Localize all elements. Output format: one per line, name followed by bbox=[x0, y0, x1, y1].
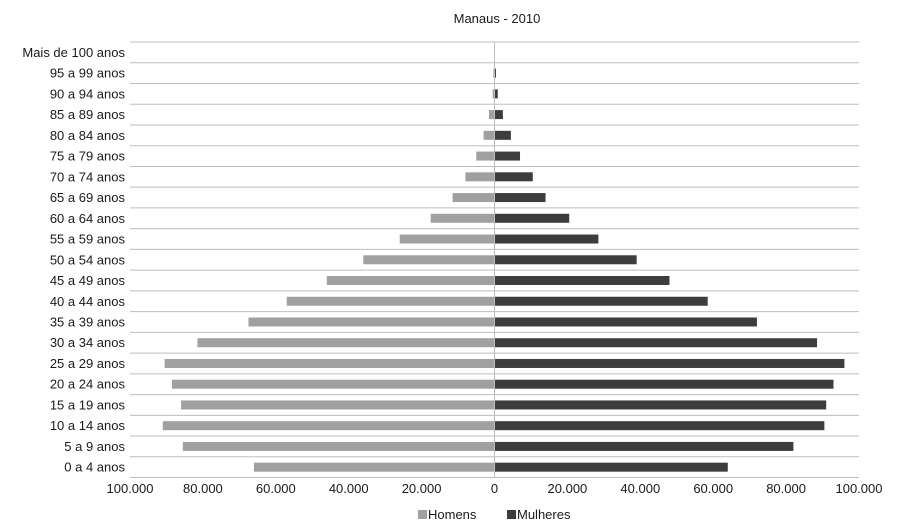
bar-homens-50-a-54-anos bbox=[363, 255, 495, 265]
y-tick-label: 25 a 29 anos bbox=[50, 356, 126, 371]
legend-label-mulheres: Mulheres bbox=[517, 507, 571, 521]
bar-homens-35-a-39-anos bbox=[248, 317, 495, 327]
bar-mulheres-25-a-29-anos bbox=[494, 358, 845, 368]
bar-mulheres-80-a-84-anos bbox=[494, 130, 511, 140]
bar-homens-95-a-99-anos bbox=[493, 68, 495, 78]
bar-homens-85-a-89-anos bbox=[489, 110, 495, 120]
y-tick-label: 0 a 4 anos bbox=[64, 460, 125, 475]
y-tick-label: 85 a 89 anos bbox=[50, 107, 126, 122]
bar-mulheres-90-a-94-anos bbox=[494, 89, 498, 99]
bar-mulheres-0-a-4-anos bbox=[494, 462, 728, 472]
bar-mulheres-55-a-59-anos bbox=[494, 234, 599, 244]
bar-homens-90-a-94-anos bbox=[492, 89, 495, 99]
bar-mulheres-50-a-54-anos bbox=[494, 255, 637, 265]
bar-homens-10-a-14-anos bbox=[162, 421, 495, 431]
chart-title: Manaus - 2010 bbox=[454, 11, 541, 26]
x-tick-label: 80.000 bbox=[183, 481, 223, 496]
bar-mulheres-40-a-44-anos bbox=[494, 296, 708, 306]
legend-swatch-mulheres bbox=[507, 510, 516, 519]
bar-mulheres-70-a-74-anos bbox=[494, 172, 533, 182]
bar-mulheres-60-a-64-anos bbox=[494, 213, 570, 223]
bar-mulheres-95-a-99-anos bbox=[494, 68, 496, 78]
bar-homens-15-a-19-anos bbox=[181, 400, 495, 410]
x-tick-label: 80.000 bbox=[766, 481, 806, 496]
y-tick-label: 15 a 19 anos bbox=[50, 397, 126, 412]
x-tick-label: 0 bbox=[491, 481, 498, 496]
y-tick-label: 60 a 64 anos bbox=[50, 211, 126, 226]
bars bbox=[162, 47, 845, 472]
bar-mulheres-10-a-14-anos bbox=[494, 421, 825, 431]
y-tick-label: 55 a 59 anos bbox=[50, 232, 126, 247]
bar-mulheres-30-a-34-anos bbox=[494, 338, 818, 348]
bar-mulheres-65-a-69-anos bbox=[494, 193, 546, 203]
x-tick-label: 20.000 bbox=[548, 481, 588, 496]
legend-label-homens: Homens bbox=[428, 507, 477, 521]
y-tick-label: 90 a 94 anos bbox=[50, 86, 126, 101]
y-tick-label: 80 a 84 anos bbox=[50, 128, 126, 143]
y-tick-label: 5 a 9 anos bbox=[64, 439, 125, 454]
x-tick-label: 20.000 bbox=[402, 481, 442, 496]
y-tick-label: Mais de 100 anos bbox=[22, 45, 125, 60]
bar-homens-30-a-34-anos bbox=[197, 338, 495, 348]
x-axis-tick-labels: 100.000 80.000 60.000 40.000 20.000 0 20.000 40… bbox=[107, 481, 883, 496]
bar-homens-45-a-49-anos bbox=[326, 276, 495, 286]
y-tick-label: 30 a 34 anos bbox=[50, 335, 126, 350]
bar-homens-65-a-69-anos bbox=[452, 193, 495, 203]
x-tick-label: 40.000 bbox=[620, 481, 660, 496]
legend: Homens Mulheres bbox=[418, 507, 571, 521]
bar-mulheres-85-a-89-anos bbox=[494, 110, 503, 120]
y-tick-label: 40 a 44 anos bbox=[50, 294, 126, 309]
y-tick-label: 45 a 49 anos bbox=[50, 273, 126, 288]
bar-mulheres-75-a-79-anos bbox=[494, 151, 521, 161]
x-tick-label: 100.000 bbox=[836, 481, 883, 496]
bar-homens-25-a-29-anos bbox=[164, 358, 495, 368]
bar-mulheres-5-a-9-anos bbox=[494, 441, 794, 451]
bar-mulheres-15-a-19-anos bbox=[494, 400, 827, 410]
bar-mulheres-45-a-49-anos bbox=[494, 276, 670, 286]
bar-homens-55-a-59-anos bbox=[399, 234, 495, 244]
y-tick-label: 65 a 69 anos bbox=[50, 190, 126, 205]
x-tick-label: 60.000 bbox=[693, 481, 733, 496]
y-tick-label: 75 a 79 anos bbox=[50, 149, 126, 164]
y-tick-label: 50 a 54 anos bbox=[50, 252, 126, 267]
bar-homens-0-a-4-anos bbox=[253, 462, 495, 472]
x-tick-label: 60.000 bbox=[256, 481, 296, 496]
bar-homens-40-a-44-anos bbox=[286, 296, 495, 306]
bar-homens-60-a-64-anos bbox=[430, 213, 495, 223]
bar-homens-20-a-24-anos bbox=[171, 379, 495, 389]
y-tick-label: 70 a 74 anos bbox=[50, 169, 126, 184]
y-tick-label: 20 a 24 anos bbox=[50, 377, 126, 392]
bar-homens-5-a-9-anos bbox=[182, 441, 495, 451]
bar-homens-75-a-79-anos bbox=[476, 151, 495, 161]
y-tick-label: 10 a 14 anos bbox=[50, 418, 126, 433]
y-axis-labels: 0 a 4 anos 5 a 9 anos 10 a 14 anos 15 a 19 … bbox=[22, 45, 125, 475]
y-tick-label: 35 a 39 anos bbox=[50, 314, 126, 329]
bar-homens-70-a-74-anos bbox=[465, 172, 495, 182]
x-tick-label: 100.000 bbox=[107, 481, 154, 496]
bar-mulheres-35-a-39-anos bbox=[494, 317, 757, 327]
bar-mulheres-20-a-24-anos bbox=[494, 379, 834, 389]
x-tick-label: 40.000 bbox=[329, 481, 369, 496]
y-tick-label: 95 a 99 anos bbox=[50, 66, 126, 81]
bar-homens-80-a-84-anos bbox=[483, 130, 495, 140]
legend-swatch-homens bbox=[418, 510, 427, 519]
